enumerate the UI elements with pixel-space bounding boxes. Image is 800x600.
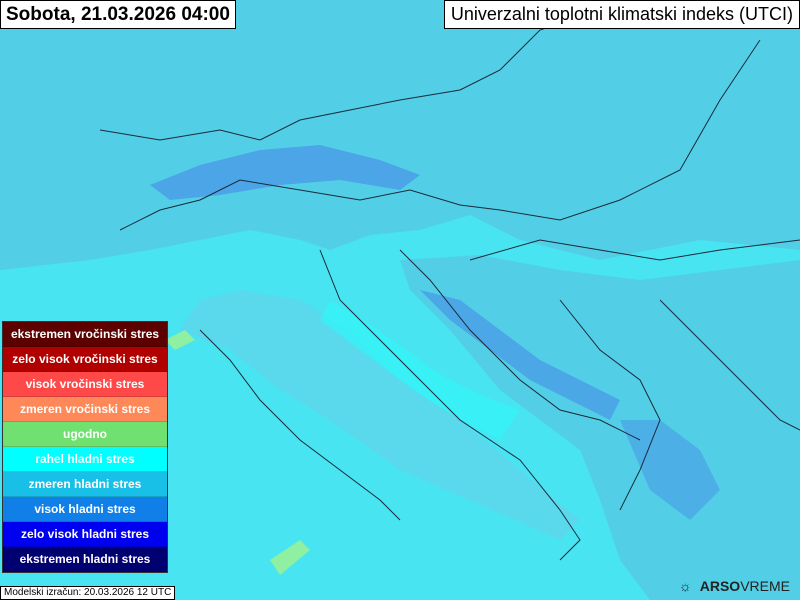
balkan-cold-zone: [620, 420, 720, 520]
legend-item-slight-cold: rahel hladni stres: [3, 447, 167, 472]
dinaric-cold-zone: [420, 290, 620, 420]
legend: ekstremen vročinski stres zelo visok vro…: [2, 321, 168, 573]
legend-item-strong-cold: visok hladni stres: [3, 497, 167, 522]
comfort-spot: [270, 540, 310, 575]
legend-item-extreme-heat: ekstremen vročinski stres: [3, 322, 167, 347]
comfort-spot: [165, 330, 195, 350]
legend-item-comfortable: ugodno: [3, 422, 167, 447]
legend-item-moderate-cold: zmeren hladni stres: [3, 472, 167, 497]
legend-item-very-strong-heat: zelo visok vročinski stres: [3, 347, 167, 372]
legend-item-strong-heat: visok vročinski stres: [3, 372, 167, 397]
arso-logo: ☼ ARSOVREME: [679, 578, 790, 594]
legend-item-extreme-cold: ekstremen hladni stres: [3, 547, 167, 572]
map-title: Univerzalni toplotni klimatski indeks (U…: [443, 0, 800, 29]
forecast-date: Sobota, 21.03.2026 04:00: [0, 0, 236, 29]
sea-warm-zone: [320, 300, 520, 440]
logo-brand: ARSO: [699, 578, 741, 594]
sun-cloud-icon: ☼: [678, 578, 692, 594]
legend-item-very-strong-cold: zelo visok hladni stres: [3, 522, 167, 547]
land-region-north: [0, 0, 800, 270]
alps-cold-zone: [150, 145, 420, 200]
logo-suffix: VREME: [740, 578, 790, 594]
borders: [99, 9, 800, 561]
model-run-label: Modelski izračun: 20.03.2026 12 UTC: [0, 586, 176, 600]
legend-item-moderate-heat: zmeren vročinski stres: [3, 397, 167, 422]
land-region-italy: [180, 290, 580, 540]
